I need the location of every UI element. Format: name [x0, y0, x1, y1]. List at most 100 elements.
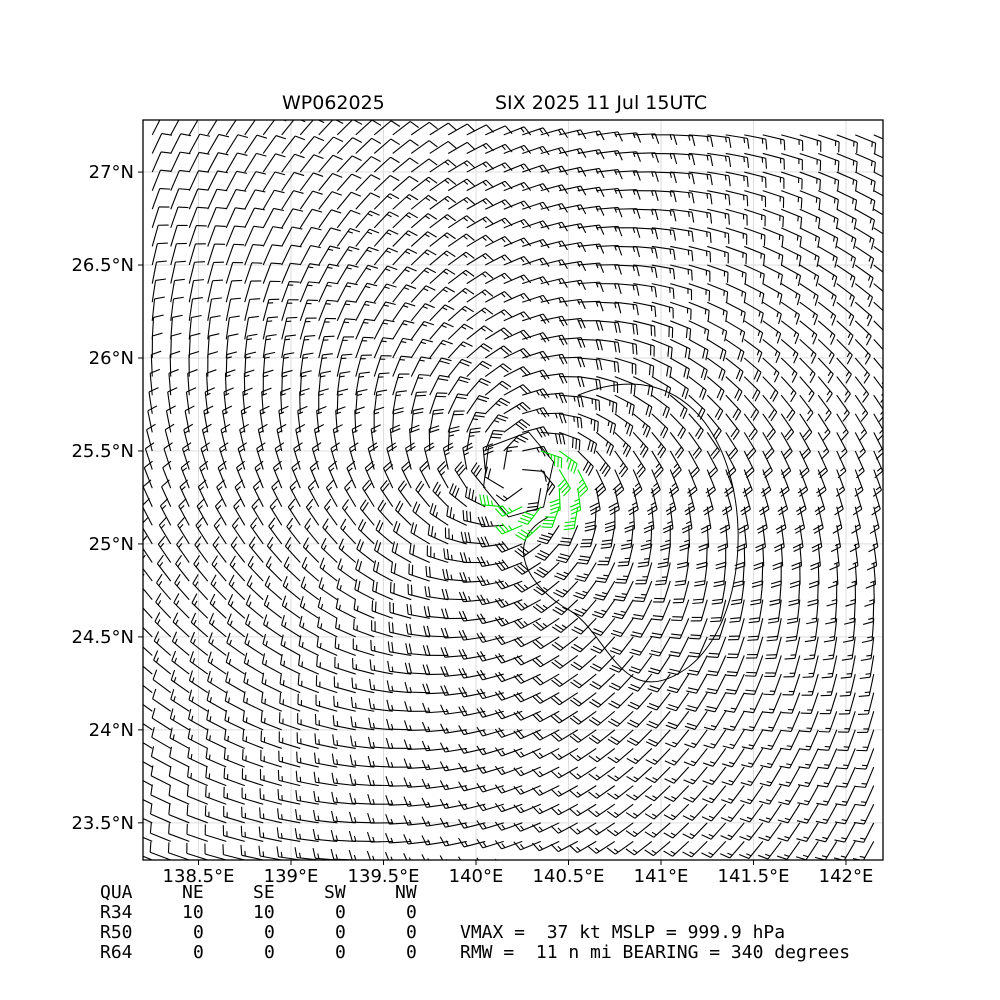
- wind-barb: [301, 556, 320, 582]
- wind-barb: [189, 651, 209, 675]
- wind-barb: [688, 338, 709, 361]
- wind-barb: [476, 669, 504, 681]
- wind-barb: [799, 208, 821, 229]
- wind-barb: [688, 301, 710, 321]
- wind-barb: [526, 488, 542, 512]
- wind-barb: [762, 264, 783, 286]
- wind-barb: [702, 748, 727, 767]
- wind-barb: [866, 543, 878, 571]
- wind-barb: [392, 373, 410, 396]
- wind-barb: [688, 190, 713, 205]
- wind-barb: [244, 633, 264, 656]
- wind-barb: [670, 245, 694, 262]
- wind-barb: [429, 195, 457, 210]
- wind-barb: [614, 394, 635, 416]
- wind-barb: [651, 357, 673, 379]
- wind-barb: [762, 190, 785, 208]
- wind-barb: [484, 345, 512, 359]
- wind-barb: [260, 749, 282, 768]
- wind-barb: [244, 280, 262, 303]
- wind-barb: [625, 840, 653, 856]
- wind-barb: [780, 264, 802, 286]
- wind-barb: [315, 694, 338, 712]
- wind-barb: [836, 339, 853, 365]
- wind-barb: [241, 768, 264, 787]
- wind-barb: [799, 301, 819, 326]
- wind-barb: [743, 692, 764, 714]
- wind-barb: [149, 822, 171, 842]
- wind-barb: [633, 264, 658, 278]
- wind-barb: [403, 758, 430, 769]
- wind-barb: [624, 506, 636, 533]
- wind-barb: [295, 770, 319, 787]
- wind-barb: [350, 696, 375, 712]
- wind-barb: [725, 171, 749, 188]
- wind-barb: [336, 155, 362, 173]
- wind-barb: [683, 748, 708, 767]
- wind-barb: [484, 363, 512, 378]
- wind-barb: [336, 137, 363, 154]
- wind-barb: [799, 264, 820, 287]
- wind-barb: [800, 692, 819, 715]
- wind-barb: [725, 301, 746, 323]
- wind-barb: [244, 225, 265, 247]
- wind-barb: [421, 721, 449, 733]
- wind-barb: [770, 562, 782, 588]
- wind-barb: [264, 575, 283, 601]
- wind-barb: [335, 597, 357, 619]
- wind-barb: [817, 320, 836, 345]
- wind-barb: [645, 766, 671, 784]
- wind-barb: [316, 406, 327, 433]
- plot-frame: [142, 119, 884, 861]
- wind-barb: [669, 618, 690, 640]
- wind-barb: [422, 683, 449, 695]
- wind-barb: [669, 450, 682, 478]
- wind-barb: [651, 394, 670, 419]
- wind-barb: [684, 729, 708, 749]
- wind-barb: [258, 845, 282, 860]
- wind-barb: [522, 426, 550, 438]
- wind-barb: [367, 442, 379, 470]
- wind-barb: [410, 176, 438, 192]
- wind-barb: [806, 599, 819, 625]
- wind-barb: [330, 442, 340, 470]
- wind-barb: [781, 227, 802, 248]
- wind-barb: [725, 190, 749, 207]
- wind-barb: [720, 803, 745, 823]
- wind-barb: [476, 726, 504, 737]
- wind-barb: [607, 748, 634, 764]
- wind-barb: [588, 822, 616, 836]
- wind-barb: [614, 283, 640, 296]
- wind-barb: [151, 224, 169, 247]
- wind-barb: [225, 225, 245, 247]
- wind-barb: [458, 762, 486, 773]
- wind-barb: [188, 332, 201, 359]
- wind-barb: [316, 655, 338, 675]
- wind-barb: [743, 394, 760, 421]
- wind-barb: [299, 245, 321, 266]
- wind-barb: [458, 705, 486, 717]
- wind-barb: [356, 539, 375, 563]
- wind-barb: [795, 841, 819, 860]
- wind-barb: [532, 636, 560, 650]
- wind-barb: [439, 836, 467, 847]
- wind-barb: [503, 418, 531, 433]
- wind-barb: [446, 505, 467, 526]
- wind-barb: [464, 486, 486, 508]
- wind-barb: [281, 316, 298, 340]
- wind-barb: [559, 298, 586, 310]
- wind-barb: [706, 376, 725, 401]
- wind-barb: [248, 536, 264, 563]
- wind-barb: [762, 413, 776, 441]
- wind-barb: [372, 580, 393, 601]
- wind-barb: [633, 152, 660, 163]
- wind-barb: [780, 450, 792, 479]
- wind-barb: [503, 218, 532, 229]
- wind-barb: [584, 506, 597, 532]
- wind-barb: [352, 658, 375, 675]
- wind-barb: [707, 152, 732, 168]
- wind-barb: [513, 562, 542, 575]
- wind-barb: [295, 789, 319, 805]
- x-tick-label: 142°E: [819, 866, 874, 887]
- wind-barb: [313, 752, 338, 768]
